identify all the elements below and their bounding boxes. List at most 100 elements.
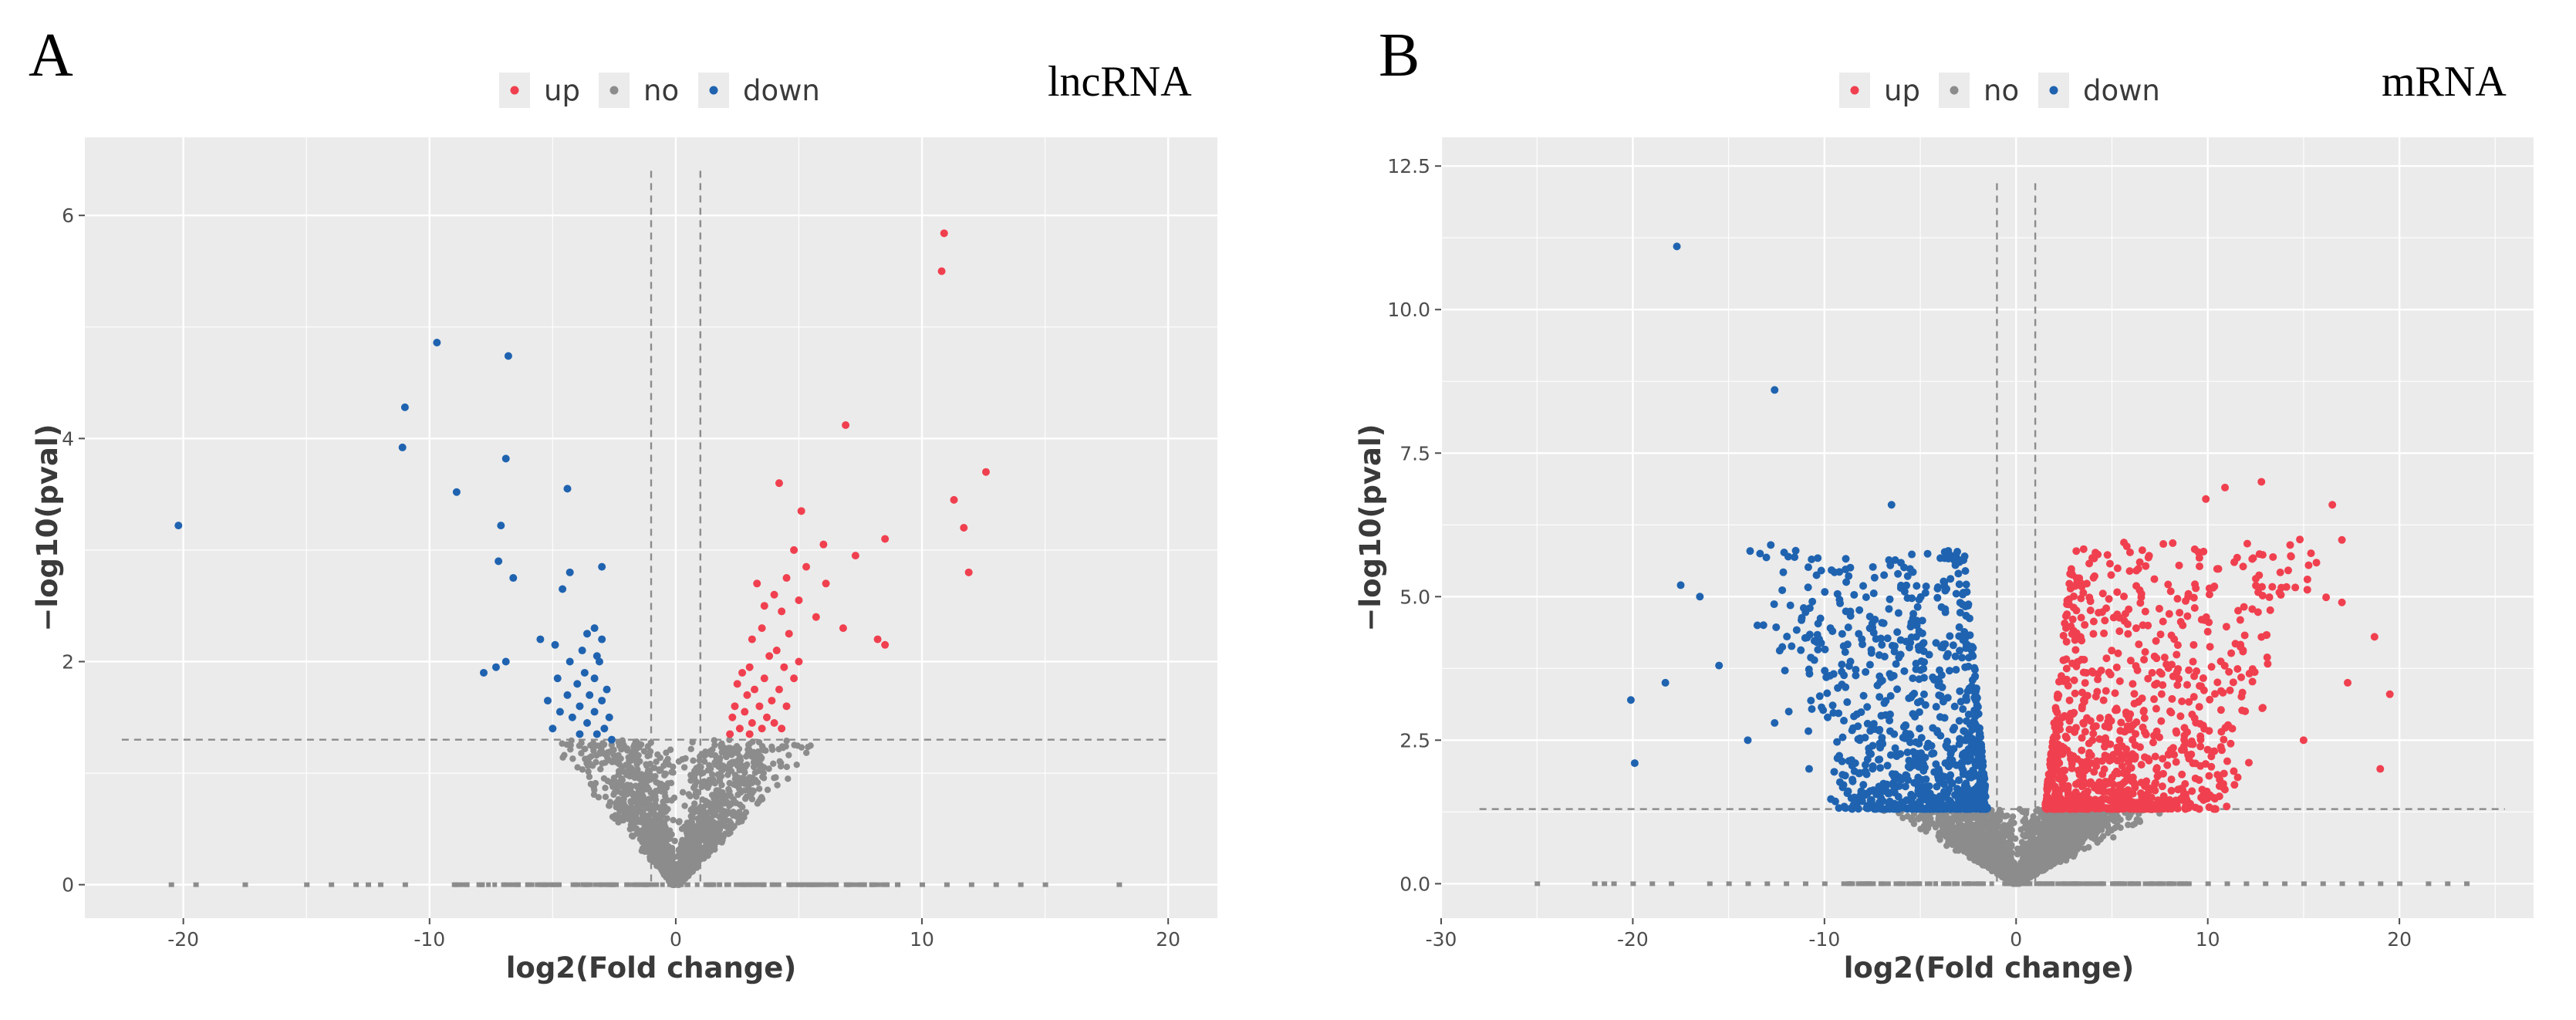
b-point-no [2133, 816, 2141, 823]
a-point-no [701, 758, 708, 765]
a-point-up [758, 724, 766, 733]
a-point-no [738, 775, 746, 782]
a-point-zero [737, 882, 742, 887]
a-point-no [718, 807, 726, 814]
a-point-up [748, 719, 756, 727]
a-point-up [778, 607, 786, 616]
a-point-no [602, 793, 609, 801]
a-point-no [644, 800, 652, 807]
a-point-up [768, 697, 776, 705]
b-point-no [1936, 836, 1943, 843]
a-point-no [768, 746, 776, 753]
a-x-tick-label: -10 [414, 928, 445, 951]
a-point-no [586, 773, 593, 780]
a-point-zero [968, 882, 974, 887]
a-point-no [755, 738, 763, 746]
a-point-down [553, 674, 562, 683]
a-point-up [770, 590, 778, 599]
a-point-up [775, 685, 783, 694]
a-point-no [698, 751, 705, 758]
a-point-no [653, 821, 660, 829]
a-point-no [700, 769, 707, 776]
a-point-zero [667, 882, 672, 887]
a-point-down [607, 735, 616, 744]
a-point-no [785, 775, 792, 782]
a-point-no [644, 767, 652, 775]
legend-a-no-label: no [643, 74, 679, 107]
a-point-no [612, 800, 620, 807]
a-point-down [555, 708, 564, 716]
a-point-zero [460, 882, 465, 887]
a-point-no [650, 765, 658, 772]
a-point-no [710, 775, 717, 783]
legend-a: up no down [499, 73, 820, 108]
a-point-no [610, 751, 617, 758]
a-point-down [563, 485, 572, 493]
a-point-no [783, 763, 791, 771]
a-point-up [797, 507, 805, 515]
a-point-no [752, 761, 760, 768]
a-point-zero [660, 882, 665, 887]
b-point-no [1987, 847, 1995, 854]
a-point-up [937, 267, 946, 275]
a-point-zero [944, 882, 950, 887]
a-point-no [765, 765, 772, 772]
b-point-no [1994, 823, 2001, 830]
a-point-no [687, 772, 694, 779]
a-point-no [663, 749, 670, 756]
a-point-no [605, 802, 613, 809]
a-point-no [723, 753, 730, 761]
a-point-down [398, 443, 407, 451]
a-point-up [964, 568, 973, 576]
a-point-no [650, 833, 657, 840]
a-point-no [721, 818, 728, 826]
a-point-no [759, 744, 766, 751]
a-point-no [679, 756, 686, 763]
b-point-no [2017, 826, 2025, 833]
a-point-no [602, 784, 609, 792]
a-point-down [603, 685, 611, 694]
a-point-no [727, 745, 734, 751]
legend-b: up no down [1839, 73, 2160, 108]
a-point-up [780, 663, 788, 671]
a-point-no [634, 766, 641, 773]
a-point-up [795, 657, 803, 666]
a-point-no [720, 799, 727, 807]
a-point-no [682, 849, 689, 857]
a-point-no [685, 833, 693, 840]
a-point-no [643, 761, 650, 768]
a-point-no [687, 792, 694, 800]
a-point-zero [717, 882, 723, 887]
a-point-zero [586, 882, 591, 887]
a-point-no [733, 782, 740, 789]
a-point-down [605, 713, 613, 721]
a-point-no [748, 795, 756, 802]
a-point-up [782, 574, 791, 583]
a-point-zero [726, 882, 731, 887]
a-point-no [677, 861, 684, 869]
a-point-no [622, 815, 629, 822]
a-point-no [660, 782, 667, 789]
a-point-zero [862, 882, 867, 887]
a-point-zero [741, 882, 747, 887]
a-point-no [658, 829, 665, 836]
a-point-zero [816, 882, 822, 887]
a-point-down [576, 730, 584, 738]
a-point-up [881, 535, 890, 543]
a-point-no [714, 838, 722, 846]
a-point-no [758, 755, 765, 762]
a-point-no [689, 738, 696, 746]
a-point-up [950, 495, 958, 504]
a-x-tick-label: 20 [1156, 928, 1180, 951]
a-point-down [573, 680, 582, 688]
a-point-zero [507, 882, 512, 887]
a-x-tick-label: 0 [670, 928, 682, 951]
a-point-zero [895, 882, 900, 887]
a-point-no [690, 861, 697, 868]
b-point-no [2000, 822, 2007, 829]
a-y-tick-label: 6 [62, 204, 74, 227]
a-point-up [982, 468, 991, 476]
a-point-no [721, 745, 728, 751]
a-point-down [504, 352, 512, 360]
